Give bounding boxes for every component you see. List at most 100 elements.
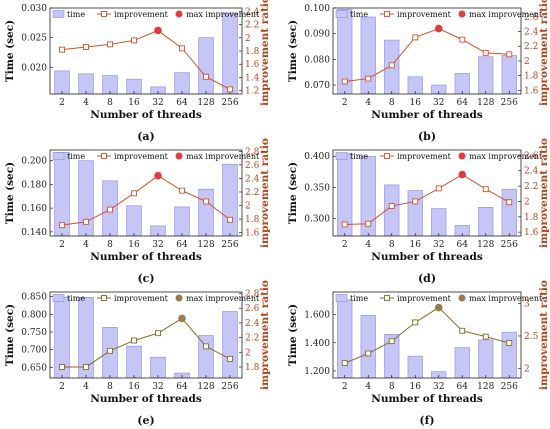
legend-time-swatch: [52, 152, 65, 160]
bar-group: [54, 13, 238, 94]
improvement-point-256: [227, 86, 233, 93]
x-tick-label: 64: [457, 382, 469, 392]
bar-2: [54, 70, 70, 94]
y2-tick-label: 2.4: [245, 174, 260, 184]
x-tick-label: 16: [410, 98, 422, 108]
x-tick-label: 16: [128, 98, 140, 108]
x-tick-label: 2: [59, 240, 65, 250]
y2-tick-label: 2.8: [245, 289, 260, 299]
y2-tick-label: 1.2: [245, 87, 259, 97]
x-tick-label: 16: [410, 240, 422, 250]
legend-time-label: time: [67, 152, 85, 161]
chart-panel-6: 1.600 1.400 1.200 3 2.5 2 2 4 8 16 32 64 128 256 Numbe…: [287, 280, 550, 427]
x-tick-label: 2: [342, 98, 348, 108]
x-tick-label: 256: [501, 382, 518, 392]
legend-time-swatch: [52, 294, 65, 302]
bar-64: [174, 72, 190, 94]
improvement-point-8: [388, 203, 395, 210]
improvement-point-4: [365, 75, 372, 82]
improvement-point-16: [412, 34, 419, 41]
legend-improvement-marker: [384, 153, 390, 159]
max-improvement-point: [434, 303, 443, 312]
y-axis-label: Time (sec): [287, 162, 299, 224]
bar-16: [407, 355, 423, 378]
improvement-point-256: [506, 51, 513, 58]
chart-panel-2: 0.100 0.090 0.080 0.070 2.6 2.4 2.2 2 1.8 1.6 2 4 8 1…: [287, 0, 550, 143]
x-tick-label: 4: [83, 98, 89, 108]
improvement-point-128: [203, 343, 209, 350]
legend-max-marker: [458, 294, 466, 302]
legend-improvement-label: improvement: [114, 152, 169, 161]
bar-16: [407, 76, 423, 94]
y2-tick-label: 2.2: [524, 182, 538, 192]
plot-frame: [332, 149, 522, 237]
bar-2: [337, 299, 353, 378]
improvement-point-8: [107, 41, 113, 48]
bar-8: [102, 75, 118, 94]
legend-improvement-marker: [101, 11, 107, 17]
panel-label: (f): [419, 414, 434, 427]
improvement-point-16: [412, 198, 419, 205]
improvement-line: [344, 28, 510, 82]
x-tick-label: 256: [221, 240, 238, 250]
x-axis-label: Number of threads: [371, 109, 483, 121]
bar-32: [150, 356, 166, 378]
y-tick-label: 0.350: [304, 183, 330, 193]
x-tick-label: 256: [501, 240, 518, 250]
improvement-point-128: [482, 186, 489, 193]
y2-tick-label: 2.2: [245, 334, 259, 344]
legend-time-swatch: [335, 294, 348, 302]
x-tick-label: 8: [107, 98, 113, 108]
improvement-point-256: [506, 340, 513, 347]
bar-64: [454, 225, 470, 236]
improvement-point-16: [131, 337, 137, 344]
x-tick-label: 16: [410, 382, 422, 392]
y2-tick-label: 2.5: [524, 332, 539, 342]
improvement-point-16: [131, 190, 137, 197]
improvement-point-8: [388, 338, 395, 345]
max-improvement-point: [154, 171, 162, 180]
y-tick-label: 0.090: [304, 30, 330, 40]
panel-label: (e): [137, 414, 154, 427]
y2-axis-label: improvement ratio: [538, 0, 550, 106]
y2-tick-label: 2.4: [245, 319, 260, 329]
y-tick-label: 0.180: [21, 180, 47, 190]
y2-tick-label: 2.2: [245, 188, 259, 198]
legend-improvement-label: improvement: [114, 10, 169, 19]
improvement-point-128: [482, 49, 489, 56]
x-tick-label: 128: [197, 98, 214, 108]
y2-tick-label: 2.2: [245, 21, 259, 31]
y2-tick-label: 2.4: [524, 28, 539, 38]
y2-tick-label: 1.6: [524, 86, 539, 96]
bar-16: [126, 205, 142, 236]
x-tick-label: 256: [221, 382, 238, 392]
y-axis-label: Time (sec): [4, 162, 16, 224]
x-tick-label: 32: [152, 240, 163, 250]
y-tick-label: 0.100: [304, 4, 330, 14]
y-axis-label: Time (sec): [287, 20, 299, 82]
bar-128: [478, 339, 494, 378]
legend-time-swatch: [335, 152, 348, 160]
x-tick-label: 4: [83, 240, 89, 250]
bar-256: [501, 331, 517, 378]
improvement-point-32: [155, 330, 161, 337]
x-tick-label: 128: [197, 382, 214, 392]
x-tick-label: 64: [176, 240, 188, 250]
x-tick-label: 32: [152, 98, 163, 108]
improvement-line: [61, 175, 231, 226]
improvement-point-16: [412, 319, 419, 326]
improvement-point-2: [341, 221, 348, 228]
y-axis-label: Time (sec): [287, 304, 299, 366]
max-improvement-point: [178, 314, 186, 323]
y2-tick-label: 1.6: [524, 228, 539, 238]
improvement-point-128: [203, 73, 209, 80]
legend-improvement-label: improvement: [397, 152, 452, 161]
bar-64: [454, 73, 470, 94]
improvement-point-4: [365, 220, 372, 227]
y2-tick-label: 1.8: [245, 47, 260, 57]
y2-axis-label: improvement ratio: [259, 280, 271, 390]
x-tick-label: 128: [197, 240, 214, 250]
max-improvement-point: [458, 170, 467, 179]
max-improvement-point: [434, 24, 443, 33]
